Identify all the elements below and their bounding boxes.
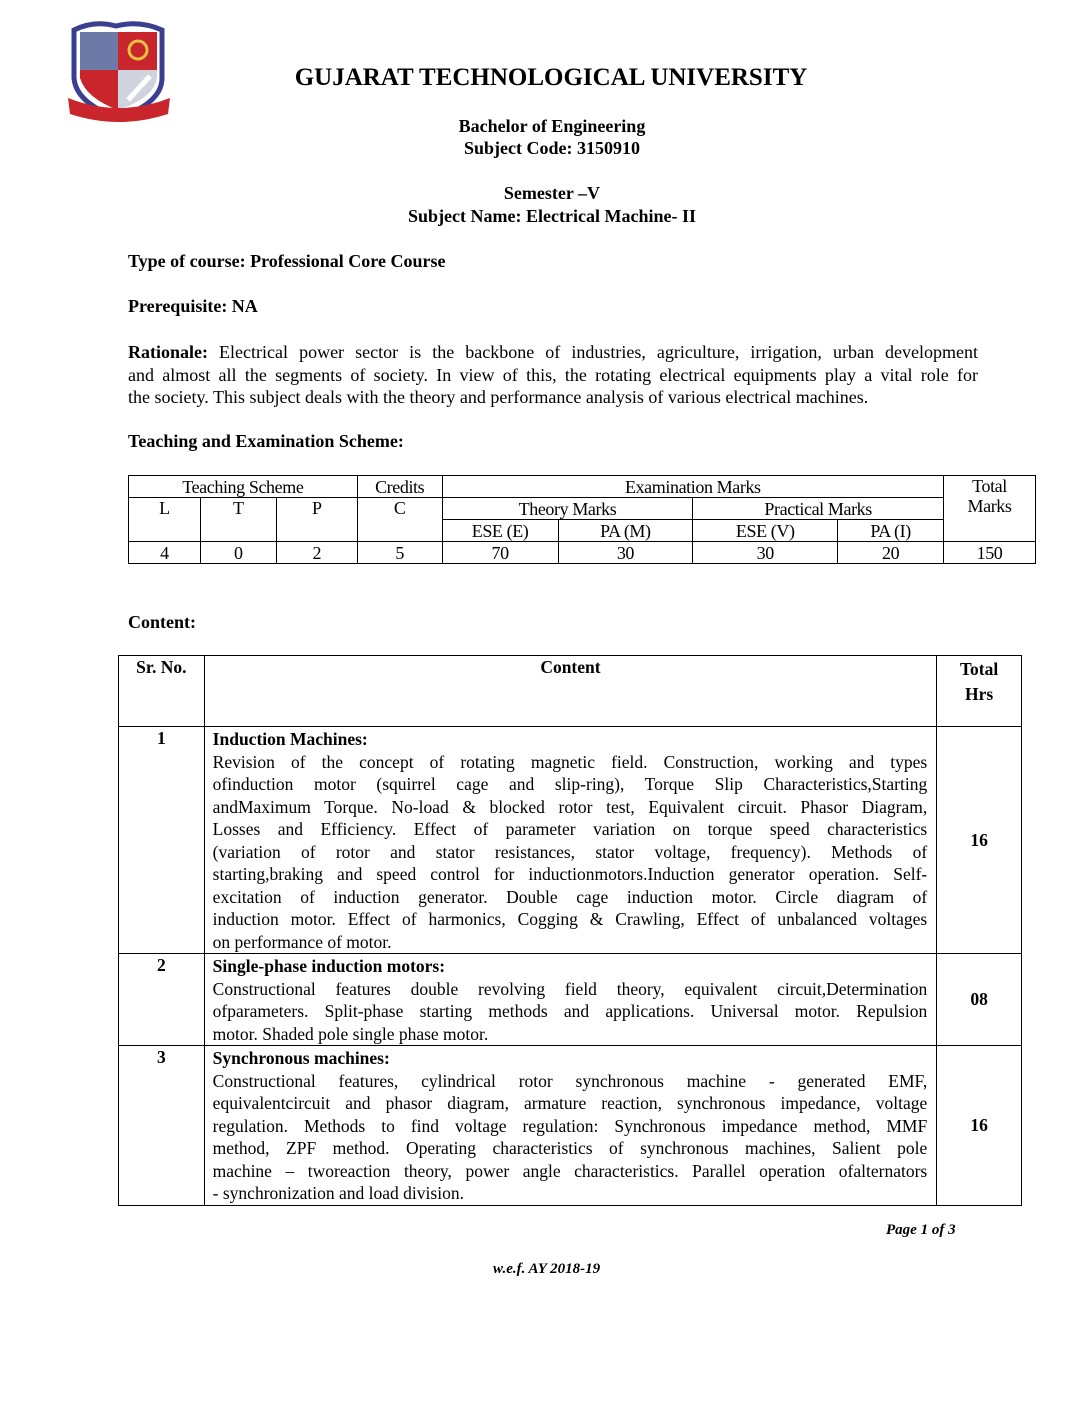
row-hours: 16 [936, 1045, 1022, 1206]
content-line: on performance of motor. [212, 931, 392, 952]
cell: 5 [356, 541, 443, 564]
row-title: Single-phase induction motors: [212, 956, 446, 976]
rationale-line: the society. This subject deals with the… [128, 387, 869, 407]
scheme-heading: Teaching and Examination Scheme: [128, 431, 404, 451]
pa-m-header: PA (M) [557, 519, 694, 542]
cell: 30 [692, 541, 839, 564]
semester: Semester –V [503, 183, 601, 203]
row-content: Induction Machines: Revision of the conce… [203, 726, 938, 954]
row-hours: 16 [936, 726, 1022, 954]
content-line: - synchronization and load division. [212, 1183, 464, 1203]
row-title: Induction Machines: [212, 729, 368, 749]
table-row: 2 Single-phase induction motors: Construc… [118, 953, 1022, 1046]
credits-header: Credits [356, 475, 443, 498]
srno-header: Sr. No. [118, 655, 205, 727]
content-table: Sr. No. Content Total Hrs 1 Induction Mac… [118, 655, 1022, 1206]
rationale-line: and almost all the segments of society. … [128, 364, 978, 385]
row-number: 2 [118, 953, 205, 1046]
rationale-line: Electrical power sector is the backbone … [208, 342, 978, 362]
university-logo [68, 21, 170, 122]
teaching-scheme-table: Teaching Scheme Credits Examination Marks T… [128, 475, 1036, 564]
content-heading: Content: [128, 612, 196, 632]
total-marks-header: Total Marks [943, 475, 1036, 542]
table-row: 1 Induction Machines: Revision of the con… [118, 726, 1022, 954]
row-number: 1 [118, 726, 205, 954]
content-line: starting,braking and speed control for i… [212, 864, 928, 884]
degree: Bachelor of Engineering [458, 116, 646, 136]
exam-marks-header: Examination Marks [441, 475, 945, 498]
row-number: 3 [118, 1045, 205, 1206]
total-hrs-header: Total Hrs [936, 655, 1022, 727]
cell: 30 [557, 541, 694, 564]
prerequisite: Prerequisite: NA [128, 296, 258, 316]
content-line: ofparameters. Split-phase starting metho… [212, 1001, 928, 1021]
scheme-values-row: 4 0 2 5 70 30 30 20 150 [128, 541, 1036, 564]
theory-marks-header: Theory Marks [441, 497, 694, 520]
cell: 150 [943, 541, 1036, 564]
table-row: 3 Synchronous machines: Constructional fe… [118, 1045, 1022, 1206]
content-line: ofinduction motor (squirrel cage and sli… [212, 774, 928, 794]
rationale-label: Rationale: [128, 342, 208, 362]
content-header: Content [203, 655, 938, 727]
content-line: motor. Shaded pole single phase motor. [212, 1023, 489, 1044]
cell: 70 [441, 541, 559, 564]
row-content: Single-phase induction motors: Constructi… [203, 953, 938, 1046]
content-line: equivalentcircuit and phasor diagram, ar… [212, 1093, 928, 1113]
content-line: (variation of rotor and stator resistanc… [212, 841, 928, 862]
rationale: Rationale: Electrical power sector is th… [128, 341, 978, 409]
subject-name: Subject Name: Electrical Machine- II [408, 206, 696, 226]
content-line: Constructional features double revolving… [212, 978, 928, 999]
subject-code: Subject Code: 3150910 [464, 138, 640, 158]
row-hours: 08 [936, 953, 1022, 1046]
content-line: Losses and Efficiency. Effect of paramet… [212, 819, 928, 839]
pa-i-header: PA (I) [837, 519, 944, 542]
cell: 20 [837, 541, 944, 564]
content-line: excitation of induction generator. Doubl… [212, 886, 928, 907]
ese-v-header: ESE (V) [692, 519, 839, 542]
content-line: machine – tworeaction theory, power angl… [212, 1160, 928, 1181]
content-line: induction motor. Effect of harmonics, Co… [212, 909, 928, 929]
ese-e-header: ESE (E) [441, 519, 559, 542]
l-header: L [128, 497, 201, 542]
practical-marks-header: Practical Marks [692, 497, 944, 520]
page-number: Page 1 of 3 [886, 1222, 956, 1238]
cell: 2 [275, 541, 358, 564]
t-header: T [199, 497, 277, 542]
cell: 4 [128, 541, 201, 564]
row-title: Synchronous machines: [212, 1048, 390, 1068]
content-line: method, ZPF method. Operating characteri… [212, 1138, 928, 1158]
wef-note: w.e.f. AY 2018-19 [493, 1261, 601, 1277]
course-type: Type of course: Professional Core Course [128, 251, 446, 271]
content-line: Revision of the concept of rotating magn… [212, 751, 928, 772]
content-line: regulation. Methods to find voltage regu… [212, 1115, 928, 1136]
row-content: Synchronous machines: Constructional feat… [203, 1045, 938, 1206]
c-header: C [356, 497, 443, 542]
cell: 0 [199, 541, 277, 564]
p-header: P [275, 497, 358, 542]
content-line: andMaximum Torque. No-load & blocked rot… [212, 796, 928, 817]
teaching-scheme-header: Teaching Scheme [128, 475, 358, 498]
university-name: GUJARAT TECHNOLOGICAL UNIVERSITY [294, 64, 808, 91]
content-line: Constructional features, cylindrical rot… [212, 1070, 928, 1091]
